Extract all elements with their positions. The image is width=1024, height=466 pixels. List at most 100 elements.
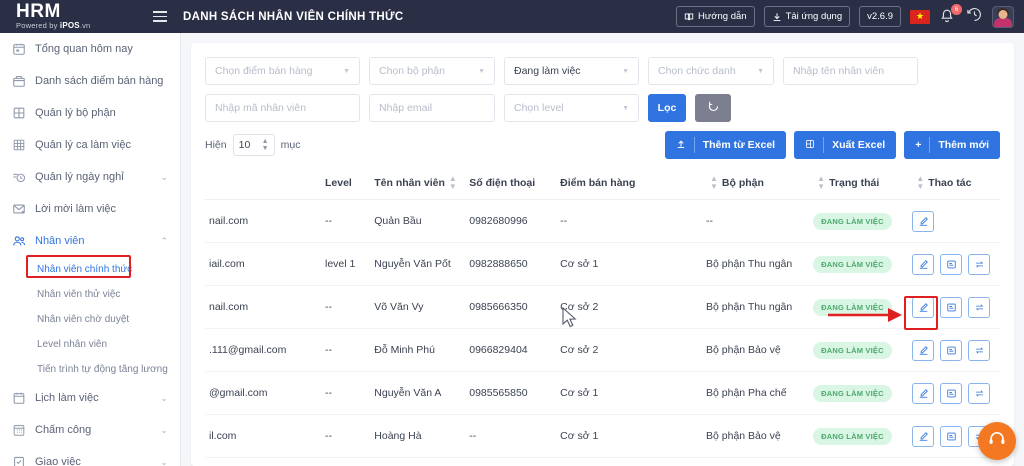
edit-button[interactable] [912,210,935,232]
import-excel-button[interactable]: Thêm từ Excel [664,131,787,159]
detail-button[interactable] [940,253,963,275]
employee-table: Level Tên nhân viên ▲ ▼ Số điện thoại Điểm… [205,167,1000,458]
flag-star: ★ [915,11,925,21]
col-store-label: Điểm bán hàng [560,177,636,189]
sort-icon[interactable]: ▲ ▼ [817,174,826,191]
reset-filter-button[interactable] [695,94,731,122]
cell-store: -- [556,199,702,243]
sidebar-subitem-employee-level[interactable]: Level nhân viên [0,332,180,357]
edit-button[interactable] [912,339,935,361]
level-filter-select[interactable]: Chọn level ▼ [504,94,639,122]
edit-button[interactable] [912,382,935,404]
transfer-button[interactable] [968,296,991,318]
version-badge[interactable]: v2.6.9 [859,6,901,27]
table-head: Level Tên nhân viên ▲ ▼ Số điện thoại Điểm… [205,167,1000,200]
user-avatar[interactable] [992,5,1014,28]
sidebar-item-departments[interactable]: Quản lý bộ phận [0,97,180,129]
stepper-icon: ▲ ▼ [261,138,269,152]
sort-icon[interactable]: ▲ ▼ [448,174,457,191]
sidebar-subitem-probation-employees[interactable]: Nhân viên thử việc [0,282,180,307]
col-actions[interactable]: ▲ ▼ Thao tác [908,167,1000,200]
language-flag-icon[interactable]: ★ [910,9,930,24]
cell-actions [908,242,1000,286]
transfer-button[interactable] [968,253,991,275]
table-row[interactable]: .111@gmail.com -- Đỗ Minh Phú 0966829404… [205,328,1000,372]
sidebar-item-stores[interactable]: Danh sách điểm bán hàng [0,65,180,97]
sidebar-item-leave[interactable]: Quản lý ngày nghỉ ⌄ [0,161,180,193]
detail-button[interactable] [940,296,963,318]
table-row[interactable]: il.com -- Hoàng Hà -- Cơ sở 1 Bộ phận Bả… [205,414,1000,458]
chevron-down-icon: ⌄ [160,392,168,403]
email-input[interactable]: Nhập email [369,94,495,122]
sidebar-subitem-pending-employees[interactable]: Nhân viên chờ duyệt [0,307,180,332]
transfer-button[interactable] [968,339,991,361]
status-badge: ĐANG LÀM VIỆC [813,384,892,402]
status-badge: ĐANG LÀM VIỆC [813,298,892,316]
col-level: Level [320,167,371,200]
sidebar-item-invitations[interactable]: Lời mời làm việc [0,193,180,225]
col-employee-name[interactable]: Tên nhân viên ▲ ▼ [370,167,466,200]
notifications-button[interactable]: 6 [939,3,962,26]
sort-icon[interactable]: ▲ ▼ [710,174,718,191]
detail-button[interactable] [940,339,963,361]
cell-name: Võ Văn Vy [370,285,466,329]
filter-row-1: Chọn điểm bán hàng ▼ Chọn bộ phận ▼ Đang… [205,57,1000,85]
app-logo[interactable]: HRM Powered by iPOS.vn [0,0,145,33]
table-action-buttons: Thêm từ Excel Xuất Excel + [664,131,1000,159]
employee-code-input[interactable]: Nhập mã nhân viên [205,94,360,122]
employee-code-placeholder: Nhập mã nhân viên [215,102,307,114]
table-row[interactable]: @gmail.com -- Nguyễn Văn A 0985565850 Cơ… [205,371,1000,415]
history-icon[interactable] [966,6,983,28]
sort-icon[interactable]: ▲ ▼ [916,174,925,191]
cell-store: Cơ sở 2 [556,285,702,329]
sidebar-item-shifts[interactable]: Quản lý ca làm việc [0,129,180,161]
table-row[interactable]: nail.com -- Quản Bầu 0982680996 -- -- ĐA… [205,199,1000,243]
store-filter-select[interactable]: Chọn điểm bán hàng ▼ [205,57,360,85]
notification-count-badge: 6 [951,3,962,15]
sidebar-item-assign-work[interactable]: Giao việc ⌄ [0,446,180,466]
table-row[interactable]: nail.com -- Võ Văn Vy 0985666350 Cơ sở 2… [205,285,1000,329]
support-chat-button[interactable] [978,422,1016,460]
employee-name-input[interactable]: Nhập tên nhân viên [783,57,918,85]
timesheet-icon [12,423,26,437]
employee-name-placeholder: Nhập tên nhân viên [793,65,885,77]
sidebar-item-employees[interactable]: Nhân viên ⌃ [0,225,180,257]
sidebar-subitem-official-employees[interactable]: Nhân viên chính thức [0,257,180,282]
entries-per-page-select[interactable]: 10 ▲ ▼ [232,134,275,156]
sidebar-subitem-auto-raise[interactable]: Tiến trình tự động tăng lương [0,357,180,382]
export-excel-button[interactable]: Xuất Excel [794,131,897,159]
edit-button[interactable] [912,296,935,318]
col-phone: Số điện thoại [465,167,557,200]
sidebar-label: Quản lý ca làm việc [35,139,131,151]
position-filter-select[interactable]: Chọn chức danh ▼ [648,57,774,85]
cell-store: Cơ sở 1 [556,242,702,286]
col-department[interactable]: ▲ ▼ Bộ phận [702,167,810,200]
cell-phone: 0966829404 [465,328,557,372]
sidebar-item-overview[interactable]: Tổng quan hôm nay [0,33,180,65]
edit-button[interactable] [912,253,935,275]
entries-value: 10 [238,139,251,151]
logo-title: HRM [16,1,61,22]
col-store[interactable]: Điểm bán hàng [556,167,702,200]
detail-button[interactable] [940,425,963,447]
chevron-down-icon: ⌄ [160,424,168,435]
edit-button[interactable] [912,425,935,447]
table-row[interactable]: iail.com level 1 Nguyễn Văn Pốt 09828886… [205,242,1000,286]
download-app-label: Tải ứng dụng [785,11,843,22]
apply-filter-button[interactable]: Lọc [648,94,686,122]
department-filter-select[interactable]: Chọn bộ phận ▼ [369,57,495,85]
download-app-button[interactable]: Tải ứng dụng [763,6,851,27]
guide-button[interactable]: Hướng dẫn [676,6,755,27]
store-icon [12,74,26,88]
col-status-label: Trạng thái [829,176,880,189]
sidebar-item-timekeeping[interactable]: Chấm công ⌄ [0,414,180,446]
menu-toggle-icon[interactable] [145,11,175,22]
add-new-button[interactable]: + Thêm mới [904,131,1000,159]
detail-button[interactable] [940,382,963,404]
col-status[interactable]: ▲ ▼ Trạng thái [809,167,909,200]
cell-department: -- [702,199,810,243]
transfer-button[interactable] [968,382,991,404]
sidebar-item-work-schedule[interactable]: Lịch làm việc ⌄ [0,382,180,414]
chevron-down-icon: ⌄ [160,171,168,182]
status-filter-select[interactable]: Đang làm việc ▼ [504,57,639,85]
